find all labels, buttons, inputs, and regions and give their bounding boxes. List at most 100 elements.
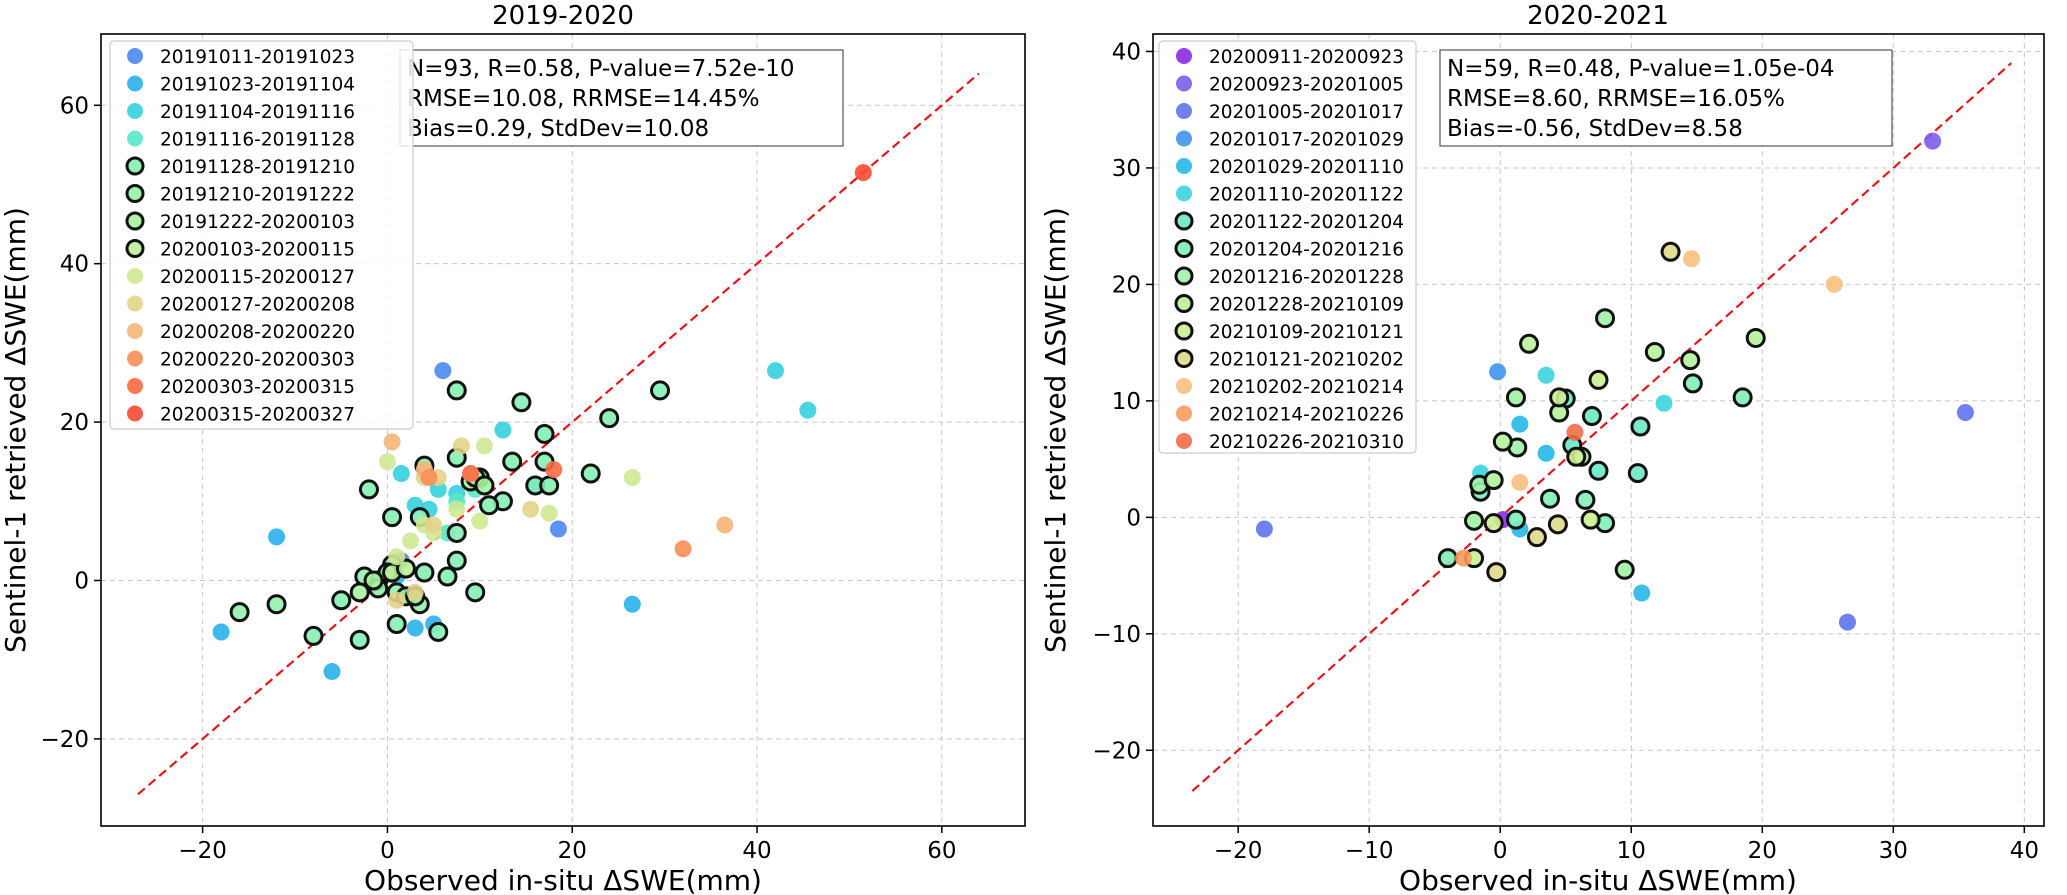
legend-label: 20201122-20201204 — [1209, 212, 1404, 233]
data-point — [549, 520, 567, 538]
legend-marker — [1176, 158, 1192, 174]
y-tick-label: 0 — [74, 568, 89, 594]
data-point — [388, 548, 406, 566]
data-point — [1540, 488, 1561, 509]
y-tick-label: 40 — [60, 252, 89, 278]
data-points — [212, 164, 872, 681]
legend-marker — [127, 323, 143, 339]
x-axis: −20 −10 0 10 20 30 40 — [1214, 826, 2039, 864]
x-tick-label: 40 — [2010, 838, 2039, 864]
legend-marker — [1174, 321, 1194, 341]
legend-label: 20210214-20210226 — [1209, 405, 1404, 426]
legend: 20191011-20191023 20191023-20191104 201911… — [109, 40, 414, 430]
data-point — [1519, 333, 1540, 354]
chart-title: 2019-2020 — [492, 1, 634, 31]
legend-marker — [127, 268, 143, 284]
data-point — [1492, 431, 1513, 452]
stats-box: N=59, R=0.48, P-value=1.05e-04 RMSE=8.60… — [1439, 49, 1893, 147]
x-tick-label: 20 — [1748, 838, 1777, 864]
one-to-one-line-path — [1191, 62, 2012, 792]
y-tick-label: 20 — [60, 410, 89, 436]
data-point — [1483, 513, 1504, 534]
legend-label: 20200220-20200303 — [160, 350, 355, 371]
data-point — [420, 469, 438, 487]
stats-line: RMSE=10.08, RRMSE=14.45% — [407, 86, 760, 112]
legend-marker — [127, 378, 143, 394]
legend-label: 20191116-20191128 — [160, 130, 355, 151]
y-tick-label: 10 — [1112, 389, 1141, 415]
stats-line: Bias=0.29, StdDev=10.08 — [407, 116, 709, 142]
legend-marker — [1176, 185, 1192, 202]
y-tick-label: 60 — [60, 93, 89, 119]
data-point — [465, 582, 486, 603]
data-point — [623, 469, 641, 487]
data-point — [534, 423, 555, 444]
data-point — [650, 380, 671, 401]
legend-label: 20201204-20201216 — [1209, 240, 1404, 261]
x-tick-label: 0 — [1493, 838, 1508, 864]
panel-2020-2021: 2020-2021 −20 −10 0 10 20 30 40 −20 −10 0 10 20 30 4… — [1039, 1, 2045, 895]
legend-marker — [1174, 349, 1194, 368]
legend-marker — [127, 103, 143, 119]
y-tick-label: 20 — [1112, 272, 1141, 298]
data-point — [382, 507, 403, 528]
data-point — [479, 495, 500, 516]
data-point — [1549, 387, 1570, 408]
data-point — [511, 392, 532, 413]
legend-label: 20191210-20191222 — [160, 185, 355, 206]
data-points — [1255, 132, 1974, 631]
legend-label: 20200208-20200220 — [160, 322, 355, 343]
x-tick-label: 20 — [558, 838, 587, 864]
data-point — [1683, 250, 1701, 268]
data-point — [378, 453, 396, 471]
y-tick-label: −10 — [1092, 622, 1141, 648]
plot-frame — [1152, 33, 2045, 827]
data-point — [386, 614, 407, 635]
data-point — [1526, 527, 1547, 548]
legend-label: 20191222-20200103 — [160, 212, 355, 233]
one-to-one-line — [137, 72, 980, 796]
legend: 20200911-20200923 20200923-20201005 202010… — [1158, 40, 1417, 454]
data-point — [1825, 275, 1843, 293]
legend-label: 20210121-20210202 — [1209, 350, 1404, 371]
legend-label: 20201029-20201110 — [1209, 157, 1404, 178]
data-point — [268, 528, 286, 546]
data-point — [475, 437, 493, 455]
y-tick-label: −20 — [40, 727, 89, 753]
legend-marker — [1176, 405, 1192, 422]
data-point — [1455, 549, 1473, 567]
data-point — [471, 512, 489, 530]
legend-marker — [1174, 266, 1194, 286]
data-point — [502, 451, 523, 472]
data-point — [1505, 509, 1526, 530]
legend-marker — [1176, 75, 1192, 92]
data-point — [1575, 489, 1596, 510]
y-tick-label: 0 — [1126, 505, 1141, 531]
data-point — [323, 663, 341, 681]
legend-marker — [127, 48, 143, 64]
data-point — [1614, 559, 1635, 580]
one-to-one-line-path — [137, 72, 980, 796]
data-point — [331, 590, 352, 611]
legend-label: 20201228-20210109 — [1209, 295, 1404, 316]
data-point — [425, 516, 443, 534]
legend-marker — [1176, 48, 1192, 64]
x-tick-label: 0 — [380, 838, 395, 864]
data-point — [1511, 415, 1529, 433]
legend-label: 20191104-20191116 — [160, 102, 355, 123]
data-point — [1537, 366, 1555, 384]
legend-marker — [125, 184, 145, 203]
x-tick-label: −20 — [1214, 838, 1263, 864]
legend-marker — [1176, 378, 1192, 394]
data-point — [437, 566, 458, 587]
y-tick-label: −20 — [1092, 738, 1141, 764]
data-point — [266, 594, 287, 615]
data-point — [406, 583, 424, 601]
stats-line: RMSE=8.60, RRMSE=16.05% — [1447, 86, 1785, 112]
stats-box: N=93, R=0.58, P-value=7.52e-10 RMSE=10.0… — [399, 49, 844, 147]
data-point — [1511, 473, 1529, 491]
data-point — [522, 500, 540, 518]
data-point — [349, 582, 370, 603]
data-point — [539, 475, 560, 496]
x-tick-label: 60 — [927, 838, 956, 864]
